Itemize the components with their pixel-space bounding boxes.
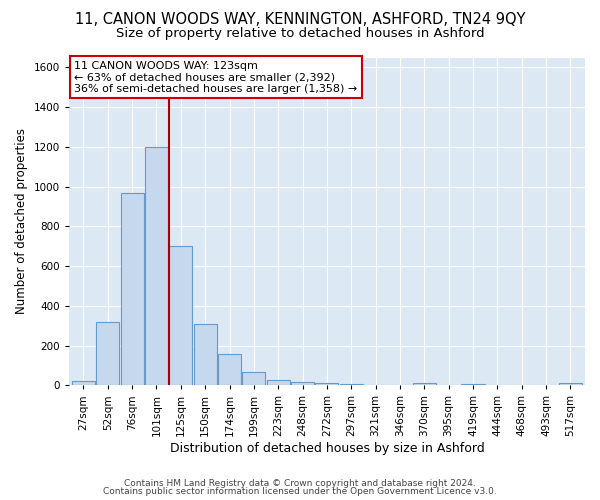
X-axis label: Distribution of detached houses by size in Ashford: Distribution of detached houses by size … <box>170 442 484 455</box>
Bar <box>413 384 436 386</box>
Bar <box>121 192 144 386</box>
Text: Contains HM Land Registry data © Crown copyright and database right 2024.: Contains HM Land Registry data © Crown c… <box>124 478 476 488</box>
Bar <box>340 384 363 386</box>
Bar <box>145 147 168 386</box>
Bar <box>559 384 582 386</box>
Bar <box>266 380 290 386</box>
Bar <box>72 382 95 386</box>
Text: Contains public sector information licensed under the Open Government Licence v3: Contains public sector information licen… <box>103 487 497 496</box>
Bar <box>96 322 119 386</box>
Bar <box>461 384 485 386</box>
Bar <box>291 382 314 386</box>
Bar <box>194 324 217 386</box>
Bar <box>242 372 265 386</box>
Text: 11, CANON WOODS WAY, KENNINGTON, ASHFORD, TN24 9QY: 11, CANON WOODS WAY, KENNINGTON, ASHFORD… <box>75 12 525 28</box>
Bar <box>169 246 193 386</box>
Bar <box>316 384 338 386</box>
Y-axis label: Number of detached properties: Number of detached properties <box>15 128 28 314</box>
Text: 11 CANON WOODS WAY: 123sqm
← 63% of detached houses are smaller (2,392)
36% of s: 11 CANON WOODS WAY: 123sqm ← 63% of deta… <box>74 61 357 94</box>
Bar <box>218 354 241 386</box>
Text: Size of property relative to detached houses in Ashford: Size of property relative to detached ho… <box>116 28 484 40</box>
